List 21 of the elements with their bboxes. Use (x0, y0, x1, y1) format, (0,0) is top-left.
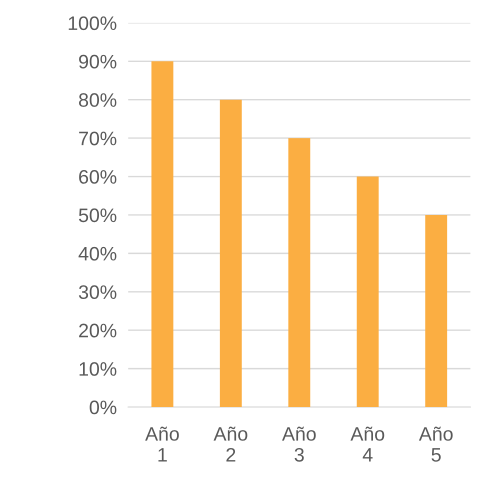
x-tick-label: Año 5 (418, 426, 453, 462)
x-tick-label: Año 4 (350, 426, 384, 462)
bar (356, 176, 379, 408)
y-tick-label: 90% (79, 54, 116, 69)
bar (425, 214, 448, 408)
y-tick-label: 0% (90, 400, 116, 414)
x-tick-label: Año 1 (145, 426, 179, 462)
y-tick-label: 30% (78, 285, 116, 300)
bar (151, 61, 174, 408)
y-tick-label: 100% (68, 16, 116, 30)
y-tick-label: 70% (79, 132, 116, 146)
y-tick-label: 60% (79, 170, 116, 184)
bar (220, 100, 242, 408)
x-tick-label: Año 3 (282, 426, 316, 462)
y-tick-label: 80% (78, 93, 116, 107)
y-tick-label: 50% (78, 208, 116, 222)
y-tick-label: 10% (80, 362, 116, 376)
x-tick-label: Año 2 (214, 426, 248, 462)
y-tick-label: 20% (79, 324, 116, 338)
bar (288, 138, 310, 408)
y-tick-label: 40% (78, 246, 116, 261)
